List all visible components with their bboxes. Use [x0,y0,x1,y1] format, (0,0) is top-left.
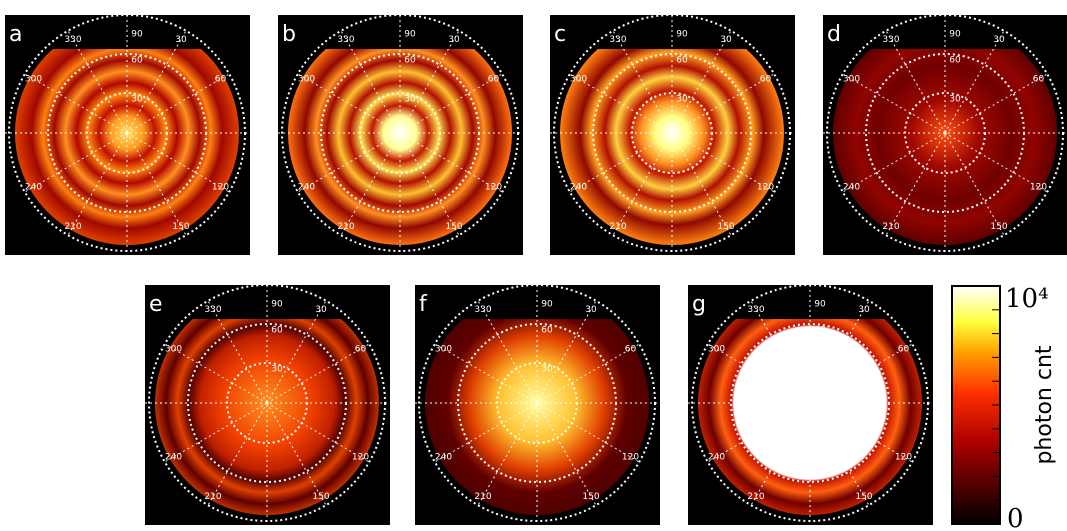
azimuth-label: 60 [215,75,227,85]
azimuth-label: 330 [747,305,764,315]
panel-letter: f [419,292,428,317]
azimuth-label: 150 [990,222,1007,232]
radial-label: 30 [271,365,283,375]
panel-letter: c [554,22,566,47]
azimuth-label: 210 [474,492,491,502]
azimuth-label: 330 [474,305,491,315]
azimuth-label: 60 [898,345,910,355]
azimuth-label: 60 [625,345,637,355]
azimuth-label: 120 [1030,183,1047,193]
radial-label: 90 [676,30,688,40]
radial-label: 60 [541,326,553,336]
azimuth-label: 240 [435,453,452,463]
azimuth-label: 240 [708,453,725,463]
azimuth-label: 240 [570,183,587,193]
azimuth-label: 330 [882,35,899,45]
azimuth-label: 30 [175,35,187,45]
radial-label: 30 [814,365,826,375]
polar-panel: 30 60 120 150 210 240 300 330 30 60 90 d [823,14,1067,255]
azimuth-label: 30 [858,305,870,315]
azimuth-label: 240 [843,183,860,193]
azimuth-label: 60 [1033,75,1045,85]
panel-letter: e [149,292,163,317]
radial-label: 90 [949,30,961,40]
azimuth-label: 150 [312,492,329,502]
azimuth-label: 120 [485,183,502,193]
azimuth-label: 30 [448,35,460,45]
radial-label: 60 [676,56,688,66]
polar-panel: 30 60 120 150 210 240 300 330 30 60 90 f [415,284,660,525]
colorbar-label: photon cnt [1032,345,1057,464]
azimuth-label: 150 [855,492,872,502]
azimuth-label: 120 [757,183,774,193]
azimuth-label: 240 [298,183,315,193]
azimuth-label: 30 [993,35,1005,45]
azimuth-label: 300 [708,345,725,355]
azimuth-label: 210 [204,492,221,502]
colorbar-min: 0 [1007,504,1024,531]
azimuth-label: 330 [204,305,221,315]
radial-label: 90 [814,300,826,310]
polar-panel: 30 60 120 150 210 240 300 330 30 60 90 a [5,14,250,255]
radial-label: 30 [676,95,688,105]
azimuth-label: 60 [488,75,500,85]
radial-label: 30 [541,365,553,375]
radial-label: 30 [949,95,961,105]
polar-panel: 30 60 120 150 210 240 300 330 30 60 90 b [278,14,523,255]
radial-label: 60 [949,56,961,66]
azimuth-label: 330 [337,35,354,45]
azimuth-label: 240 [165,453,182,463]
azimuth-label: 120 [352,453,369,463]
radial-label: 60 [814,326,826,336]
radial-label: 60 [404,56,416,66]
azimuth-label: 300 [25,75,42,85]
polar-panel: 30 60 120 150 210 240 300 330 30 60 90 c [550,14,795,255]
azimuth-label: 300 [165,345,182,355]
radial-label: 90 [404,30,416,40]
grid-circle [86,92,168,174]
panel-letter: a [9,22,22,47]
colorbar: 10⁴ 0 photon cnt [951,284,1057,531]
azimuth-label: 300 [435,345,452,355]
azimuth-label: 210 [882,222,899,232]
polar-panel: 30 60 120 150 210 240 300 330 30 60 90 e [145,284,390,525]
azimuth-label: 210 [64,222,81,232]
colorbar-max: 10⁴ [1005,284,1049,314]
azimuth-label: 150 [717,222,734,232]
polar-panel: 30 60 120 150 210 240 300 330 30 60 90 g [688,284,933,525]
azimuth-label: 60 [355,345,367,355]
radial-label: 30 [404,95,416,105]
azimuth-label: 30 [585,305,597,315]
radial-label: 90 [271,300,283,310]
radial-label: 60 [271,326,283,336]
panel-letter: b [282,22,296,47]
azimuth-label: 60 [760,75,772,85]
azimuth-label: 210 [747,492,764,502]
azimuth-label: 300 [298,75,315,85]
azimuth-label: 120 [895,453,912,463]
azimuth-label: 240 [25,183,42,193]
panel-letter: g [692,292,706,317]
azimuth-label: 210 [337,222,354,232]
azimuth-label: 150 [582,492,599,502]
azimuth-label: 30 [720,35,732,45]
azimuth-label: 330 [609,35,626,45]
azimuth-label: 30 [315,305,327,315]
radial-label: 90 [131,30,143,40]
azimuth-label: 300 [570,75,587,85]
azimuth-label: 330 [64,35,81,45]
radial-label: 30 [131,95,143,105]
intensity-map [155,319,380,516]
radial-label: 60 [131,56,143,66]
azimuth-label: 150 [172,222,189,232]
azimuth-label: 150 [445,222,462,232]
panel-letter: d [827,22,841,47]
azimuth-label: 120 [622,453,639,463]
azimuth-label: 210 [609,222,626,232]
azimuth-label: 120 [212,183,229,193]
azimuth-label: 300 [843,75,860,85]
radial-label: 90 [541,300,553,310]
